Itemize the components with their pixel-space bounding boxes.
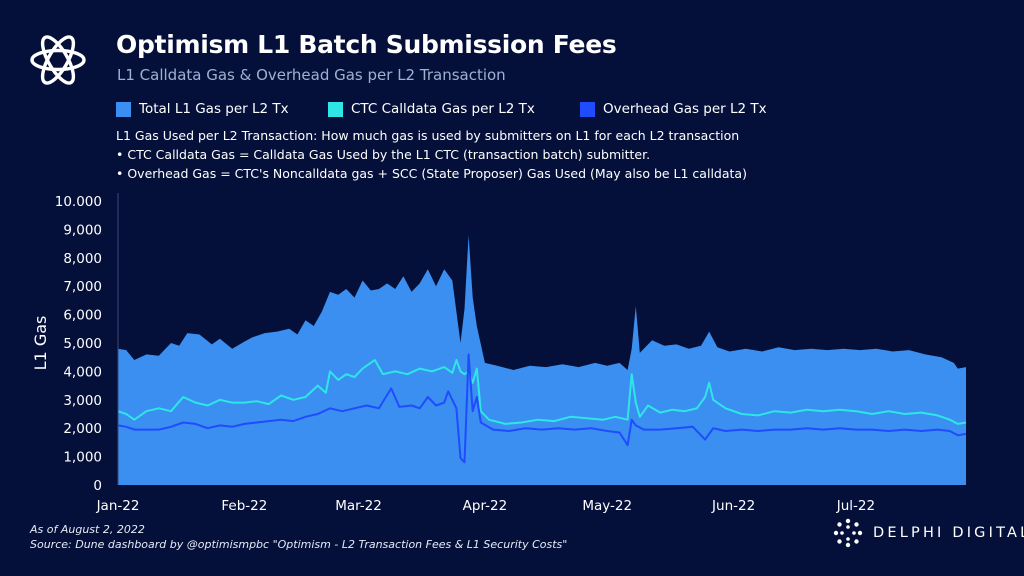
x-tick-label: Feb-22 [221, 498, 267, 514]
optimism-logo-icon [30, 35, 86, 85]
y-tick-label: 9,000 [63, 222, 102, 238]
y-tick-label: 2,000 [63, 421, 102, 437]
note-overhead: • Overhead Gas = CTC's Noncalldata gas +… [116, 166, 747, 181]
legend-swatch-overhead [580, 101, 595, 117]
y-axis-title: L1 Gas [31, 316, 50, 371]
page-subtitle: L1 Calldata Gas & Overhead Gas per L2 Tr… [117, 66, 506, 84]
page-title: Optimism L1 Batch Submission Fees [116, 30, 617, 59]
brand-name: DELPHI DIGITAL [873, 525, 1024, 541]
y-tick-label: 4,000 [63, 364, 102, 380]
series-area-total [118, 235, 966, 485]
x-tick-label: Jun-22 [711, 498, 755, 514]
legend-item-overhead: Overhead Gas per L2 Tx [580, 101, 767, 117]
y-tick-label: 3,000 [63, 393, 102, 409]
delphi-brand: DELPHI DIGITAL [833, 518, 1024, 548]
y-tick-label: 1,000 [63, 450, 102, 466]
chart-axes: 0 1,000 2,000 3,000 4,000 5,000 6,000 7,000 8,00… [31, 193, 875, 514]
chart-notes: L1 Gas Used per L2 Transaction: How much… [116, 126, 747, 183]
legend-item-ctc: CTC Calldata Gas per L2 Tx [328, 101, 535, 117]
source-note: Source: Dune dashboard by @optimismpbc "… [30, 538, 568, 551]
legend-label-ctc: CTC Calldata Gas per L2 Tx [351, 101, 535, 117]
y-tick-label: 6,000 [63, 308, 102, 324]
legend-item-total: Total L1 Gas per L2 Tx [116, 101, 289, 117]
note-ctc: • CTC Calldata Gas = Calldata Gas Used b… [116, 147, 651, 162]
legend-label-total: Total L1 Gas per L2 Tx [139, 101, 289, 117]
legend-label-overhead: Overhead Gas per L2 Tx [603, 101, 767, 117]
x-tick-label: May-22 [582, 498, 632, 514]
x-tick-label: Mar-22 [335, 498, 382, 514]
y-tick-label: 10.000 [55, 194, 102, 210]
legend-swatch-ctc [328, 101, 343, 117]
x-tick-label: Jul-22 [836, 498, 875, 514]
chart-footer: As of August 2, 2022 Source: Dune dashbo… [30, 522, 567, 552]
legend-swatch-total [116, 101, 131, 117]
y-tick-label: 5,000 [63, 336, 102, 352]
plot-area [117, 235, 967, 485]
series-line-overhead [117, 353, 967, 464]
note-definition: L1 Gas Used per L2 Transaction: How much… [116, 128, 740, 143]
series-line-ctc [117, 359, 967, 425]
y-tick-label: 7,000 [63, 279, 102, 295]
x-tick-label: Jan-22 [96, 498, 140, 514]
y-tick-label: 0 [93, 478, 102, 494]
x-tick-label: Apr-22 [463, 498, 508, 514]
delphi-logo-icon [833, 518, 863, 548]
as-of-date: As of August 2, 2022 [30, 523, 145, 536]
y-tick-label: 8,000 [63, 251, 102, 267]
